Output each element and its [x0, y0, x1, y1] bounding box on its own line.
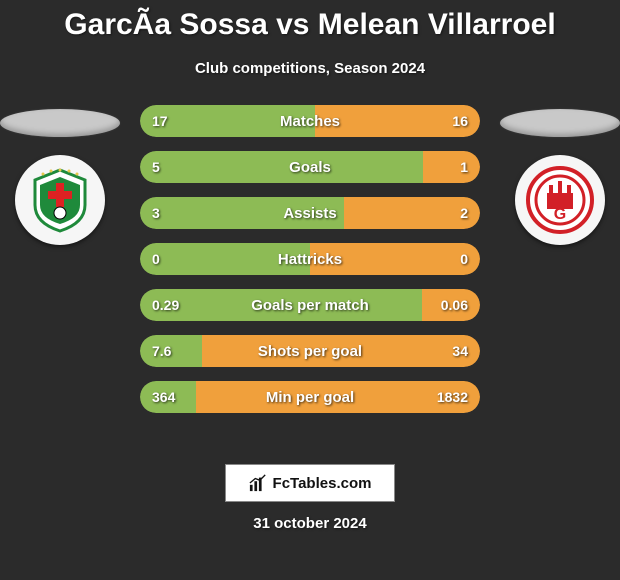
- oriente-petrolero-icon: [25, 165, 95, 235]
- brand-text: FcTables.com: [273, 475, 372, 492]
- stat-bar-left: [140, 197, 344, 229]
- page-subtitle: Club competitions, Season 2024: [0, 60, 620, 77]
- stat-row: 1716Matches: [140, 105, 480, 137]
- comparison-content: G 1716Matches 51Goals 32Assists 00Hattricks…: [0, 105, 620, 435]
- stat-bars-container: 1716Matches 51Goals 32Assists 00Hattricks 0.…: [140, 105, 480, 413]
- stat-row: 00Hattricks: [140, 243, 480, 275]
- left-player-column: [0, 105, 120, 245]
- stat-bar-left: [140, 289, 422, 321]
- stat-bar-left: [140, 151, 423, 183]
- stat-bar-right: [315, 105, 480, 137]
- country-flag-right: [500, 109, 620, 137]
- stat-row: 7.634Shots per goal: [140, 335, 480, 367]
- club-badge-left: [15, 155, 105, 245]
- stat-bar-right: [202, 335, 480, 367]
- stat-bar-left: [140, 381, 196, 413]
- stat-bar-right: [196, 381, 480, 413]
- stat-bar-left: [140, 335, 202, 367]
- stat-bar-left: [140, 243, 310, 275]
- guabira-icon: G: [525, 165, 595, 235]
- stat-row: 0.290.06Goals per match: [140, 289, 480, 321]
- country-flag-left: [0, 109, 120, 137]
- stat-row: 32Assists: [140, 197, 480, 229]
- chart-icon: [249, 474, 267, 492]
- stat-bar-right: [423, 151, 480, 183]
- right-player-column: G: [500, 105, 620, 245]
- stat-bar-right: [310, 243, 480, 275]
- brand-logo-box: FcTables.com: [225, 464, 395, 502]
- stat-bar-left: [140, 105, 315, 137]
- stat-bar-right: [422, 289, 480, 321]
- stat-row: 51Goals: [140, 151, 480, 183]
- footer-date: 31 october 2024: [0, 515, 620, 532]
- club-badge-right: G: [515, 155, 605, 245]
- stat-row: 3641832Min per goal: [140, 381, 480, 413]
- page-title: GarcÃ­a Sossa vs Melean Villarroel: [0, 0, 620, 42]
- svg-text:G: G: [554, 206, 566, 223]
- stat-bar-right: [344, 197, 480, 229]
